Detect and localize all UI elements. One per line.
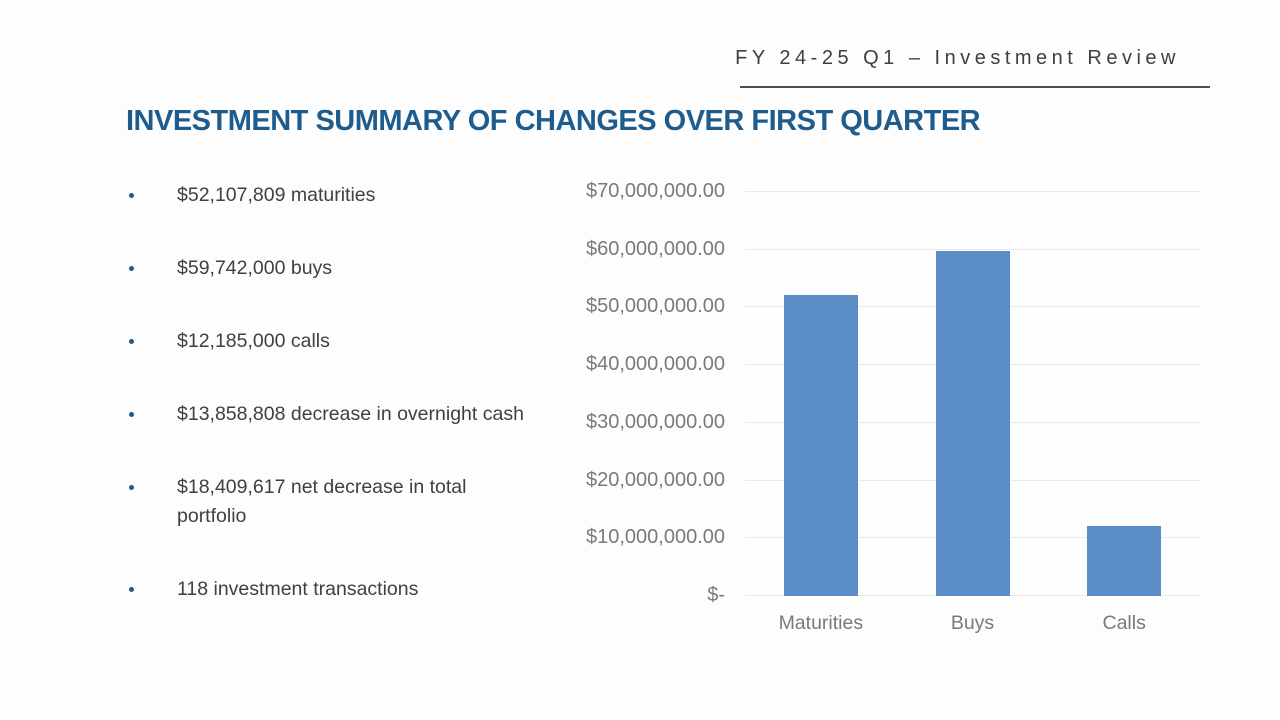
y-tick-label: $30,000,000.00 — [585, 410, 725, 433]
list-item: $12,185,000 calls — [127, 327, 527, 356]
bullet-list: $52,107,809 maturities $59,742,000 buys $1… — [127, 181, 527, 648]
bullet-text: $18,409,617 net decrease in total portfo… — [177, 476, 467, 527]
header-underline — [740, 86, 1210, 88]
list-item: $18,409,617 net decrease in total portfo… — [127, 473, 527, 531]
y-axis-labels: $- $10,000,000.00 $20,000,000.00 $30,000,00… — [540, 180, 725, 606]
page-title: INVESTMENT SUMMARY OF CHANGES OVER FIRST… — [126, 105, 981, 137]
list-item: 118 investment transactions — [127, 575, 527, 604]
y-tick-label: $- — [707, 584, 725, 606]
y-tick-label: $70,000,000.00 — [585, 180, 725, 202]
bullet-text: $13,858,808 decrease in overnight cash — [177, 403, 524, 425]
bullet-dot-icon — [129, 485, 134, 490]
bullet-dot-icon — [129, 587, 134, 592]
bullet-text: $59,742,000 buys — [177, 257, 333, 279]
y-tick-label: $10,000,000.00 — [585, 526, 725, 549]
bullet-text: 118 investment transactions — [177, 578, 419, 600]
gridline — [745, 191, 1200, 192]
list-item: $13,858,808 decrease in overnight cash — [127, 400, 527, 429]
y-tick-label: $60,000,000.00 — [585, 237, 725, 260]
y-tick-label: $50,000,000.00 — [585, 295, 725, 318]
x-axis-labels: Maturities Buys Calls — [745, 612, 1200, 635]
bullet-text: $52,107,809 maturities — [177, 184, 376, 206]
gridline — [745, 248, 1200, 250]
bullet-dot-icon — [129, 266, 134, 271]
x-tick-label: Calls — [1102, 612, 1146, 634]
plot-area — [745, 191, 1200, 596]
bullet-dot-icon — [129, 412, 134, 417]
y-tick-label: $20,000,000.00 — [585, 468, 725, 491]
x-tick-label: Maturities — [778, 612, 864, 634]
bullet-dot-icon — [129, 193, 134, 198]
bar-calls — [1087, 525, 1162, 596]
list-item: $59,742,000 buys — [127, 254, 527, 283]
y-tick-label: $40,000,000.00 — [585, 353, 725, 376]
list-item: $52,107,809 maturities — [127, 181, 527, 210]
bullet-dot-icon — [129, 339, 134, 344]
bullet-text: $12,185,000 calls — [177, 330, 330, 352]
slide-header: FY 24-25 Q1 – Investment Review — [735, 47, 1180, 69]
x-tick-label: Buys — [950, 612, 995, 634]
bar-buys — [935, 251, 1010, 596]
bar-maturities — [783, 295, 858, 596]
